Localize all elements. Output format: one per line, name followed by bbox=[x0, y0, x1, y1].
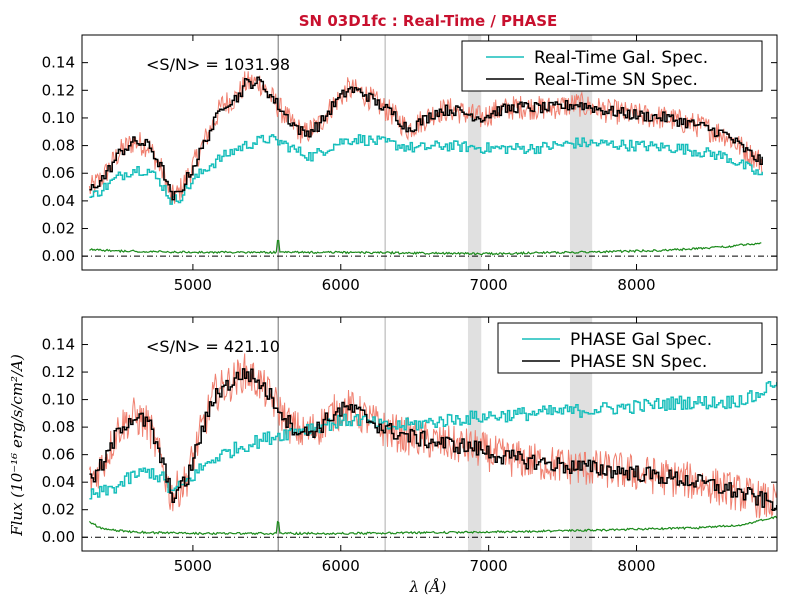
sn-spectrum bbox=[89, 368, 777, 511]
y-tick-label: 0.06 bbox=[42, 164, 75, 182]
snr-annotation: <S/N> = 1031.98 bbox=[146, 55, 290, 74]
axes-frame bbox=[81, 316, 778, 552]
raw-sn-spectrum bbox=[88, 353, 777, 519]
error-spectrum bbox=[89, 239, 762, 256]
x-tick-label: 7000 bbox=[470, 557, 508, 575]
x-tick-label: 7000 bbox=[470, 276, 508, 294]
y-tick-label: 0.04 bbox=[42, 192, 75, 210]
y-tick-label: 0.02 bbox=[42, 220, 75, 238]
y-tick-label: 0.02 bbox=[42, 501, 75, 519]
telluric-band bbox=[569, 317, 593, 551]
telluric-band bbox=[569, 35, 593, 270]
galaxy-spectrum bbox=[89, 134, 763, 205]
y-tick-label: 0.00 bbox=[42, 247, 75, 265]
x-tick-label: 5000 bbox=[174, 557, 212, 575]
y-tick-label: 0.04 bbox=[42, 473, 75, 491]
y-tick-label: 0.10 bbox=[42, 109, 75, 127]
panel-real-time: 5000 6000 7000 8000 0.00 0.02 0.04 0.06 0.08 0.10… bbox=[42, 34, 778, 294]
snr-annotation: <S/N> = 421.10 bbox=[146, 337, 280, 356]
galaxy-spectrum bbox=[89, 380, 777, 500]
x-axis-label: λ (Å) bbox=[409, 578, 447, 596]
y-tick-label: 0.00 bbox=[42, 528, 75, 546]
y-tick-label: 0.08 bbox=[42, 418, 75, 436]
legend-entry: Real-Time SN Spec. bbox=[534, 70, 698, 90]
legend-entry: PHASE Gal Spec. bbox=[570, 330, 712, 350]
x-tick-label: 8000 bbox=[617, 557, 655, 575]
y-tick-label: 0.08 bbox=[42, 137, 75, 155]
error-spectrum bbox=[88, 515, 777, 536]
y-tick-label: 0.10 bbox=[42, 391, 75, 409]
y-axis-label: Flux (10⁻¹⁶ erg/s/cm²/A) bbox=[8, 354, 26, 537]
legend: PHASE Gal Spec.PHASE SN Spec. bbox=[497, 322, 763, 374]
telluric-band bbox=[467, 35, 482, 270]
legend-entry: Real-Time Gal. Spec. bbox=[534, 48, 708, 68]
x-tick-label: 5000 bbox=[174, 276, 212, 294]
y-tick-label: 0.06 bbox=[42, 446, 75, 464]
x-tick-label: 6000 bbox=[322, 557, 360, 575]
x-tick-label: 6000 bbox=[322, 276, 360, 294]
sn-spectrum bbox=[89, 76, 763, 201]
figure-title: SN 03D1fc : Real-Time / PHASE bbox=[299, 12, 558, 30]
y-tick-label: 0.14 bbox=[42, 336, 75, 354]
y-tick-label: 0.12 bbox=[42, 81, 75, 99]
legend: Real-Time Gal. Spec.Real-Time SN Spec. bbox=[461, 40, 763, 92]
telluric-band bbox=[467, 317, 482, 551]
raw-sn-spectrum bbox=[88, 71, 763, 204]
axes-frame bbox=[81, 34, 778, 271]
y-tick-label: 0.14 bbox=[42, 54, 75, 72]
x-tick-label: 8000 bbox=[617, 276, 655, 294]
legend-entry: PHASE SN Spec. bbox=[570, 352, 707, 372]
panel-phase: 5000 6000 7000 8000 0.00 0.02 0.04 0.06 0.08 0.10… bbox=[42, 316, 778, 575]
y-tick-label: 0.12 bbox=[42, 363, 75, 381]
